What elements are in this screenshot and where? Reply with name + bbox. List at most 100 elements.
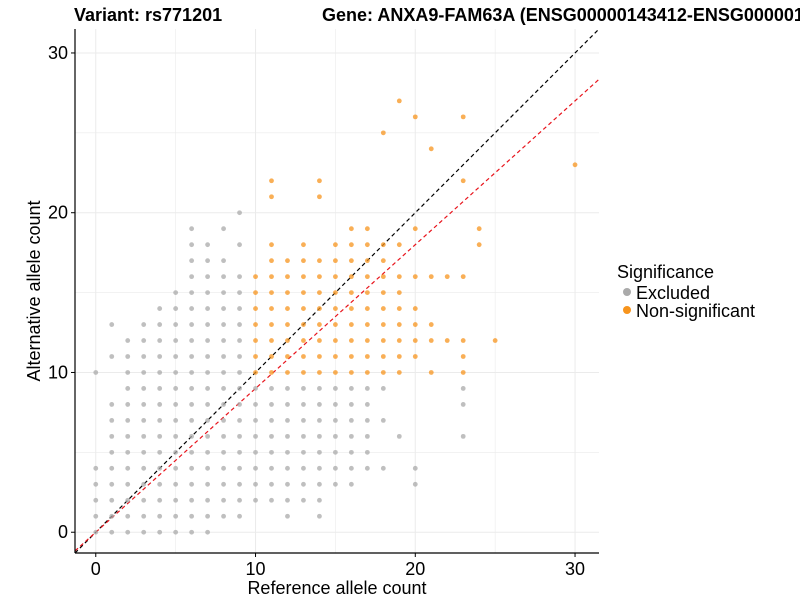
point-excluded bbox=[189, 354, 195, 359]
point-excluded bbox=[125, 449, 131, 455]
point-excluded bbox=[125, 481, 131, 487]
point-non-significant bbox=[460, 114, 466, 120]
point-non-significant bbox=[333, 370, 338, 375]
point-excluded bbox=[237, 418, 242, 423]
point-excluded bbox=[157, 322, 163, 327]
point-excluded bbox=[141, 402, 147, 407]
point-non-significant bbox=[348, 370, 354, 375]
point-excluded bbox=[333, 433, 338, 439]
point-non-significant bbox=[269, 322, 274, 327]
point-non-significant bbox=[317, 274, 322, 280]
point-non-significant bbox=[253, 354, 258, 359]
point-non-significant bbox=[476, 242, 482, 248]
point-excluded bbox=[364, 433, 370, 439]
point-excluded bbox=[173, 481, 179, 487]
point-excluded bbox=[333, 449, 338, 455]
point-excluded bbox=[301, 481, 306, 487]
point-excluded bbox=[93, 529, 99, 535]
point-excluded bbox=[141, 513, 147, 519]
point-excluded bbox=[269, 481, 274, 487]
point-non-significant bbox=[364, 258, 370, 264]
point-excluded bbox=[157, 386, 163, 391]
point-non-significant bbox=[380, 338, 386, 343]
point-excluded bbox=[317, 402, 322, 407]
point-non-significant bbox=[269, 290, 274, 295]
ticks: 0 10 20 30 0 10 20 30 bbox=[48, 43, 585, 579]
point-excluded bbox=[269, 449, 274, 455]
point-excluded bbox=[205, 449, 210, 455]
reference-lines bbox=[74, 28, 600, 554]
point-excluded bbox=[173, 513, 179, 519]
point-non-significant bbox=[269, 354, 274, 359]
point-excluded bbox=[221, 258, 226, 264]
point-non-significant bbox=[364, 338, 370, 343]
point-excluded bbox=[93, 465, 99, 471]
point-non-significant bbox=[396, 242, 402, 248]
point-excluded bbox=[285, 497, 290, 503]
point-excluded bbox=[364, 418, 370, 423]
point-non-significant bbox=[333, 338, 338, 343]
point-excluded bbox=[141, 529, 147, 535]
point-non-significant bbox=[364, 322, 370, 327]
point-excluded bbox=[285, 418, 290, 423]
point-non-significant bbox=[460, 354, 466, 359]
point-excluded bbox=[333, 386, 338, 391]
point-non-significant bbox=[348, 258, 354, 264]
point-excluded bbox=[221, 290, 226, 295]
point-excluded bbox=[157, 513, 163, 519]
point-excluded bbox=[237, 481, 242, 487]
point-non-significant bbox=[396, 290, 402, 295]
reference-line-fit bbox=[74, 78, 600, 552]
point-excluded bbox=[364, 465, 370, 471]
point-excluded bbox=[173, 338, 179, 343]
point-non-significant bbox=[285, 306, 290, 311]
point-excluded bbox=[460, 433, 466, 439]
point-excluded bbox=[173, 290, 179, 295]
point-excluded bbox=[237, 513, 242, 519]
point-non-significant bbox=[364, 306, 370, 311]
point-excluded bbox=[173, 402, 179, 407]
point-excluded bbox=[380, 418, 386, 423]
legend-swatch-non-significant bbox=[623, 306, 631, 314]
point-non-significant bbox=[428, 322, 434, 327]
point-excluded bbox=[221, 338, 226, 343]
point-excluded bbox=[285, 402, 290, 407]
point-non-significant bbox=[317, 338, 322, 343]
point-non-significant bbox=[412, 322, 418, 327]
point-excluded bbox=[285, 449, 290, 455]
point-excluded bbox=[269, 497, 274, 503]
point-excluded bbox=[173, 497, 179, 503]
point-non-significant bbox=[396, 338, 402, 343]
point-excluded bbox=[221, 465, 226, 471]
point-excluded bbox=[205, 513, 210, 519]
point-excluded bbox=[125, 529, 131, 535]
point-excluded bbox=[301, 465, 306, 471]
point-non-significant bbox=[444, 338, 450, 343]
point-excluded bbox=[141, 497, 147, 503]
point-excluded bbox=[109, 402, 115, 407]
point-excluded bbox=[173, 370, 179, 375]
point-excluded bbox=[348, 386, 354, 391]
point-excluded bbox=[380, 386, 386, 391]
point-excluded bbox=[173, 465, 179, 471]
legend-swatch-excluded bbox=[623, 288, 631, 296]
point-excluded bbox=[253, 433, 258, 439]
point-excluded bbox=[189, 465, 195, 471]
point-excluded bbox=[189, 290, 195, 295]
point-excluded bbox=[189, 497, 195, 503]
point-non-significant bbox=[396, 354, 402, 359]
point-non-significant bbox=[364, 370, 370, 375]
point-non-significant bbox=[444, 274, 450, 280]
point-excluded bbox=[237, 338, 242, 343]
point-excluded bbox=[285, 386, 290, 391]
y-axis-title: Alternative allele count bbox=[24, 200, 44, 381]
point-non-significant bbox=[269, 194, 274, 200]
point-non-significant bbox=[333, 306, 338, 311]
point-excluded bbox=[109, 322, 115, 327]
point-excluded bbox=[125, 465, 131, 471]
point-non-significant bbox=[333, 322, 338, 327]
point-excluded bbox=[269, 433, 274, 439]
point-non-significant bbox=[269, 242, 274, 248]
point-excluded bbox=[125, 354, 131, 359]
point-non-significant bbox=[269, 178, 274, 184]
